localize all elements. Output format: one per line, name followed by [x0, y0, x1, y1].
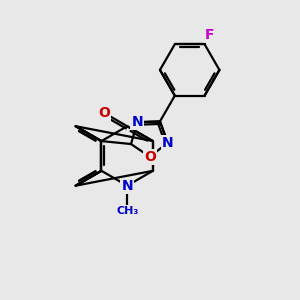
Text: O: O: [98, 106, 110, 120]
Text: N: N: [162, 136, 173, 150]
Text: O: O: [144, 150, 156, 164]
Text: N: N: [122, 179, 133, 193]
Text: CH₃: CH₃: [116, 206, 138, 216]
Text: N: N: [131, 115, 143, 129]
Text: F: F: [205, 28, 214, 42]
